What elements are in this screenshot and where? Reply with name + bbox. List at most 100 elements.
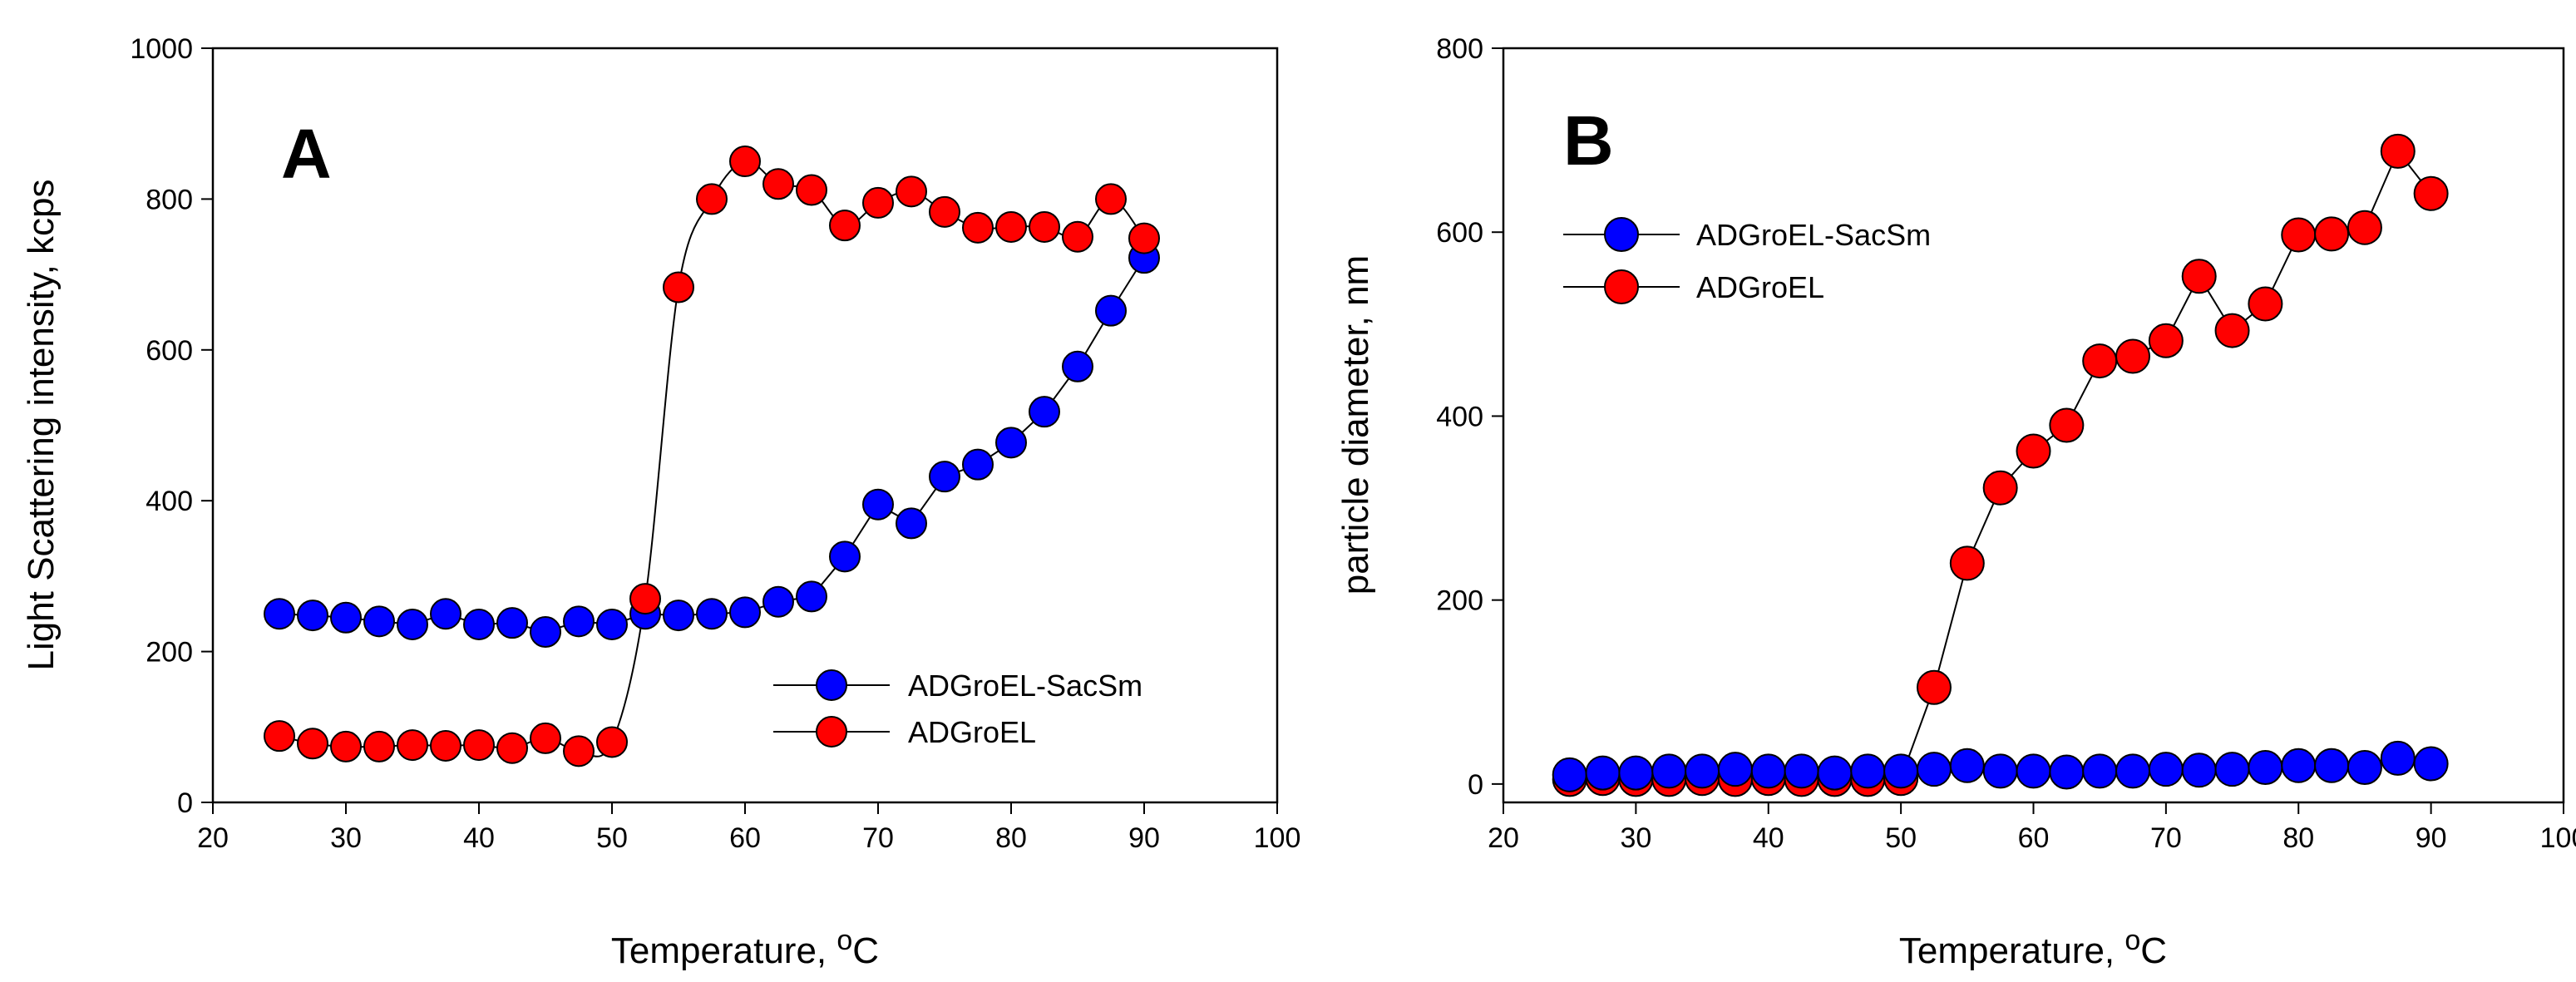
panel-b-point-blue bbox=[2281, 748, 2317, 783]
panel-a-point-red bbox=[496, 732, 528, 764]
panel-b-point-blue bbox=[1685, 753, 1720, 789]
panel-b-point-blue bbox=[1618, 755, 1654, 791]
panel-b-point-blue bbox=[2347, 749, 2382, 785]
panel-b-point-blue bbox=[2016, 753, 2051, 789]
panel-a-x-tick-label: 20 bbox=[197, 822, 229, 854]
panel-a-x-tick-label: 30 bbox=[330, 822, 362, 854]
panel-a-point-blue bbox=[330, 601, 362, 634]
panel-b-series-points bbox=[1552, 133, 2449, 797]
panel-a-point-red bbox=[962, 211, 994, 244]
panel-a-point-red bbox=[1128, 222, 1160, 254]
panel-b-y-tick-label: 400 bbox=[1436, 401, 1483, 432]
panel-a-point-blue bbox=[995, 427, 1027, 459]
panel-b-point-red bbox=[2049, 407, 2085, 443]
panel-b-x-tick-label: 30 bbox=[1620, 822, 1651, 854]
panel-b-point-blue bbox=[2214, 752, 2250, 787]
panel-a-point-blue bbox=[1029, 396, 1060, 428]
panel-b-x-tick-label: 80 bbox=[2282, 822, 2314, 854]
panel-a-x-tick-label: 80 bbox=[995, 822, 1027, 854]
panel-b-y-tick-label: 600 bbox=[1436, 217, 1483, 249]
panel-b-point-red bbox=[1949, 545, 1985, 581]
panel-a-y-tick-label: 400 bbox=[146, 486, 193, 517]
panel-b-point-blue bbox=[1850, 753, 1886, 789]
panel-b-point-red bbox=[2214, 313, 2250, 348]
panel-a-point-red bbox=[563, 735, 595, 767]
panel-b-legend-label-red: ADGroEL bbox=[1696, 270, 1824, 304]
panel-a-point-blue bbox=[297, 600, 328, 632]
panel-a-legend: ADGroEL-SacSm ADGroEL bbox=[773, 669, 1142, 749]
panel-a-y-tick-label: 600 bbox=[146, 335, 193, 367]
panel-b-point-blue bbox=[2380, 740, 2416, 776]
panel-b-ticks bbox=[1492, 47, 2564, 814]
panel-a-point-blue bbox=[896, 507, 927, 540]
panel-b-point-red bbox=[2314, 216, 2350, 252]
panel-b-legend-marker-blue bbox=[1604, 217, 1639, 252]
panel-b-x-tick-label: 20 bbox=[1488, 822, 1519, 854]
panel-b-point-red bbox=[2380, 133, 2416, 169]
panel-a-point-red bbox=[330, 730, 362, 762]
panel-a-point-red bbox=[463, 729, 495, 762]
panel-a-y-tick-label: 200 bbox=[146, 637, 193, 669]
panel-a-point-blue bbox=[862, 488, 894, 521]
panel-b-y-tick-label: 200 bbox=[1436, 585, 1483, 617]
panel-a-legend-marker-red bbox=[816, 716, 847, 748]
panel-b-x-tick-label: 90 bbox=[2416, 822, 2447, 854]
panel-b-point-red bbox=[2148, 323, 2184, 358]
panel-a-point-blue bbox=[1062, 350, 1093, 382]
panel-b-letter: B bbox=[1563, 101, 1614, 180]
panel-a-point-red bbox=[530, 722, 561, 754]
panel-b-point-blue bbox=[2314, 748, 2350, 783]
panel-a-point-red bbox=[264, 720, 295, 753]
panel-b-y-tick-label: 0 bbox=[1468, 769, 1483, 801]
panel-b-x-tick-label: 60 bbox=[2018, 822, 2050, 854]
panel-a-point-red bbox=[1062, 220, 1093, 253]
panel-b-x-tick-label: 100 bbox=[2540, 822, 2576, 854]
panel-a-point-red bbox=[1029, 210, 1060, 243]
panel-b-point-blue bbox=[1916, 752, 1952, 787]
panel-b-point-red bbox=[2082, 343, 2118, 379]
panel-b-point-blue bbox=[1817, 755, 1853, 791]
panel-b-point-blue bbox=[2413, 746, 2449, 782]
panel-b-tick-labels: 20 30 40 50 60 70 80 90 100 0 200 400 600 800 bbox=[1436, 33, 2576, 854]
panel-a-ticks bbox=[201, 47, 1278, 814]
panel-b-legend-label-blue: ADGroEL-SacSm bbox=[1696, 218, 1931, 252]
panel-a-point-blue bbox=[397, 608, 428, 640]
panel-a-point-red bbox=[1095, 183, 1127, 215]
panel-b-legend-marker-red bbox=[1604, 269, 1639, 304]
panel-a-x-tick-label: 50 bbox=[596, 822, 628, 854]
panel-b-point-blue bbox=[2115, 753, 2151, 789]
panel-a-point-blue bbox=[696, 598, 728, 630]
panel-b-point-red bbox=[2016, 433, 2051, 469]
panel-b-legend: ADGroEL-SacSm ADGroEL bbox=[1563, 217, 1931, 304]
panel-b-point-red bbox=[2248, 286, 2283, 322]
panel-b-point-blue bbox=[2181, 753, 2217, 788]
panel-b-point-blue bbox=[1883, 753, 1919, 789]
panel-b-point-red bbox=[1982, 470, 2018, 506]
panel-a-point-red bbox=[762, 168, 794, 200]
panel-b-point-blue bbox=[1750, 753, 1786, 789]
panel-b-point-blue bbox=[2082, 753, 2118, 789]
panel-a-point-blue bbox=[264, 598, 295, 630]
panel-a-x-tick-label: 60 bbox=[729, 822, 761, 854]
panel-b-point-blue bbox=[1552, 757, 1587, 792]
panel-a-point-red bbox=[363, 730, 395, 762]
panel-a-x-tick-label: 70 bbox=[862, 822, 894, 854]
panel-a-point-red bbox=[729, 146, 761, 178]
panel-b-point-blue bbox=[2049, 754, 2085, 790]
panel-a-point-blue bbox=[596, 608, 628, 640]
panel-a-point-red bbox=[829, 210, 861, 242]
panel-a-point-red bbox=[796, 174, 827, 206]
panel-a-point-blue bbox=[829, 540, 861, 573]
panel-b-chart: 20 30 40 50 60 70 80 90 100 0 200 400 600 800 B Tempe… bbox=[1335, 33, 2576, 971]
panel-b-point-red bbox=[2115, 338, 2151, 374]
panel-a-legend-label-blue: ADGroEL-SacSm bbox=[908, 669, 1142, 703]
panel-b-point-blue bbox=[1651, 753, 1687, 789]
panel-b-point-red bbox=[1916, 669, 1952, 705]
panel-a-point-red bbox=[430, 729, 461, 762]
panel-b-x-tick-label: 40 bbox=[1753, 822, 1784, 854]
panel-b-y-axis-title: particle diameter, nm bbox=[1335, 255, 1376, 595]
panel-a-legend-label-red: ADGroEL bbox=[908, 715, 1036, 749]
